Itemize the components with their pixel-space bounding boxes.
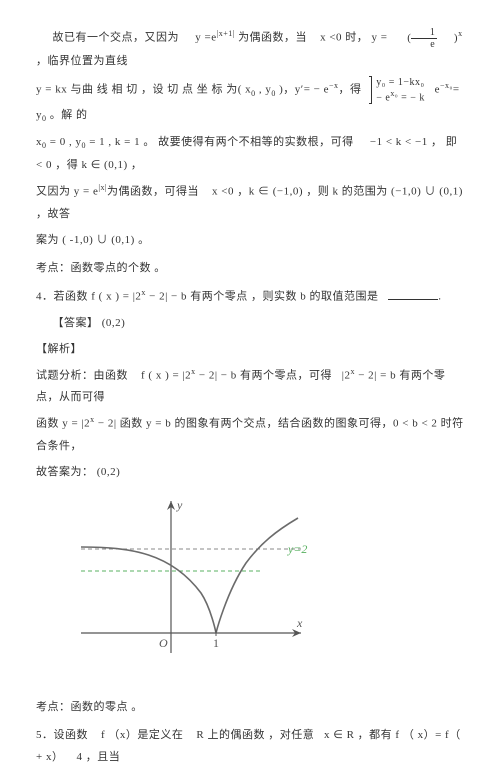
kaodian-2: 考点：函数的零点 。 xyxy=(36,696,464,718)
question-5: 5．设函数 f （x）是定义在 R 上的偶函数 ，对任意 x ∈ R ，都有 f… xyxy=(36,724,464,768)
fraction: ) xyxy=(437,27,458,49)
svg-text:x: x xyxy=(296,616,303,630)
svg-text:O: O xyxy=(159,636,168,650)
blank xyxy=(388,288,438,300)
svg-text:1: 1 xyxy=(213,636,219,650)
para-4: 又因为 y = e|x|为偶函数，可得当 x <0 ，k ∈ (−1,0) ，则… xyxy=(36,180,464,225)
para-1: 故已有一个交点，又因为 y =e|x+1| 为偶函数，当 x <0 时， y =… xyxy=(36,26,464,72)
brace-system: y₀ = 1−kx₀ − ex₀ = − k xyxy=(371,76,425,104)
para-9: 故答案为： (0,2) xyxy=(36,461,464,483)
t: |x+1| xyxy=(217,29,235,38)
t: ，临界位置为直线 xyxy=(36,55,128,67)
para-8: 函数 y = |2x − 2| 函数 y = b 的图象有两个交点，结合函数的图… xyxy=(36,412,464,457)
t: y = xyxy=(372,32,388,44)
function-graph: y x O 1 y=2 xyxy=(76,493,464,686)
question-4: 4．若函数 f ( x ) = |2x − 2| − b 有两个零点 ，则实数 … xyxy=(36,285,464,308)
para-5: 案为 ( -1,0) ∪ (0,1) 。 xyxy=(36,229,464,251)
para-3: x0 = 0 , y0 = 1 , k = 1 。 故要使得有两个不相等的实数根… xyxy=(36,131,464,176)
t: x xyxy=(458,29,463,38)
jiexi-label: 【解析】 xyxy=(36,338,464,360)
svg-text:y=2: y=2 xyxy=(287,542,307,556)
t: y =e xyxy=(195,32,216,44)
fraction: 1e xyxy=(411,27,437,50)
answer-label: 【答案】 (0,2) xyxy=(36,312,464,334)
t: 故已有一个交点，又因为 xyxy=(53,32,180,44)
para-7: 试题分析：由函数 f ( x ) = |2x − 2| − b 有两个零点，可得… xyxy=(36,364,464,409)
t: y = kx 与曲 线 相 切 ，设 切 点 坐 标 为( x xyxy=(36,83,251,95)
fraction: ( xyxy=(391,27,412,49)
t: x <0 时， xyxy=(320,32,368,44)
kaodian-1: 考点：函数零点的个数 。 xyxy=(36,257,464,279)
para-2: y = kx 与曲 线 相 切 ，设 切 点 坐 标 为( x0 , y0 )，… xyxy=(36,76,464,128)
t: 为偶函数，当 xyxy=(238,32,307,44)
svg-text:y: y xyxy=(176,498,183,512)
